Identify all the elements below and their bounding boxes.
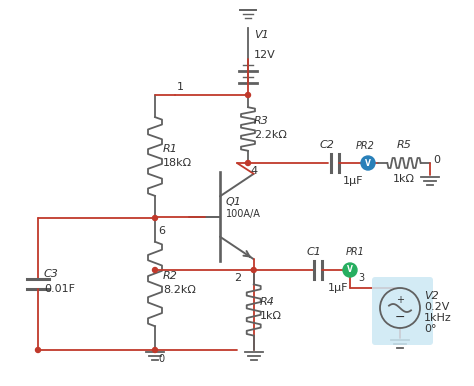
Text: 0.01F: 0.01F bbox=[44, 284, 75, 294]
Circle shape bbox=[361, 156, 375, 170]
Circle shape bbox=[251, 267, 256, 273]
Text: 0: 0 bbox=[158, 354, 164, 364]
Text: R1: R1 bbox=[163, 144, 178, 154]
Text: V2: V2 bbox=[424, 291, 439, 301]
Text: 2.2kΩ: 2.2kΩ bbox=[254, 130, 287, 140]
Text: R3: R3 bbox=[254, 116, 269, 126]
Text: 0.2V: 0.2V bbox=[424, 302, 449, 312]
Text: 1kΩ: 1kΩ bbox=[393, 174, 415, 184]
Text: C3: C3 bbox=[44, 269, 59, 279]
Circle shape bbox=[36, 347, 40, 352]
Text: Q1: Q1 bbox=[226, 196, 242, 207]
Text: 1kHz: 1kHz bbox=[424, 313, 452, 323]
Text: 0: 0 bbox=[433, 155, 440, 165]
Circle shape bbox=[246, 161, 250, 166]
Text: C1: C1 bbox=[307, 247, 321, 257]
Text: 1μF: 1μF bbox=[328, 283, 348, 293]
Text: 18kΩ: 18kΩ bbox=[163, 157, 192, 168]
Text: 4: 4 bbox=[250, 166, 257, 176]
Text: V1: V1 bbox=[254, 30, 269, 40]
Text: 2: 2 bbox=[235, 273, 242, 283]
Circle shape bbox=[153, 347, 157, 352]
Text: PR2: PR2 bbox=[356, 141, 375, 151]
Circle shape bbox=[153, 267, 157, 273]
Text: R5: R5 bbox=[397, 140, 411, 150]
Text: +: + bbox=[396, 295, 404, 305]
Text: 6: 6 bbox=[158, 226, 165, 236]
Circle shape bbox=[343, 263, 357, 277]
Text: 12V: 12V bbox=[254, 50, 276, 60]
FancyBboxPatch shape bbox=[372, 277, 433, 345]
Text: R2: R2 bbox=[163, 271, 178, 281]
Text: −: − bbox=[395, 310, 405, 323]
Text: 1: 1 bbox=[177, 82, 184, 92]
Circle shape bbox=[153, 215, 157, 220]
Text: 1kΩ: 1kΩ bbox=[260, 311, 282, 321]
Text: 3: 3 bbox=[358, 273, 364, 283]
Text: 100A/A: 100A/A bbox=[226, 210, 261, 220]
Text: C2: C2 bbox=[319, 140, 335, 150]
Text: V: V bbox=[347, 266, 353, 274]
Text: PR1: PR1 bbox=[346, 247, 365, 257]
Circle shape bbox=[246, 93, 250, 98]
Text: 0°: 0° bbox=[424, 324, 437, 334]
Text: 8.2kΩ: 8.2kΩ bbox=[163, 285, 196, 295]
Text: R4: R4 bbox=[260, 297, 274, 307]
Text: 1μF: 1μF bbox=[343, 176, 364, 186]
Text: V: V bbox=[365, 159, 371, 168]
